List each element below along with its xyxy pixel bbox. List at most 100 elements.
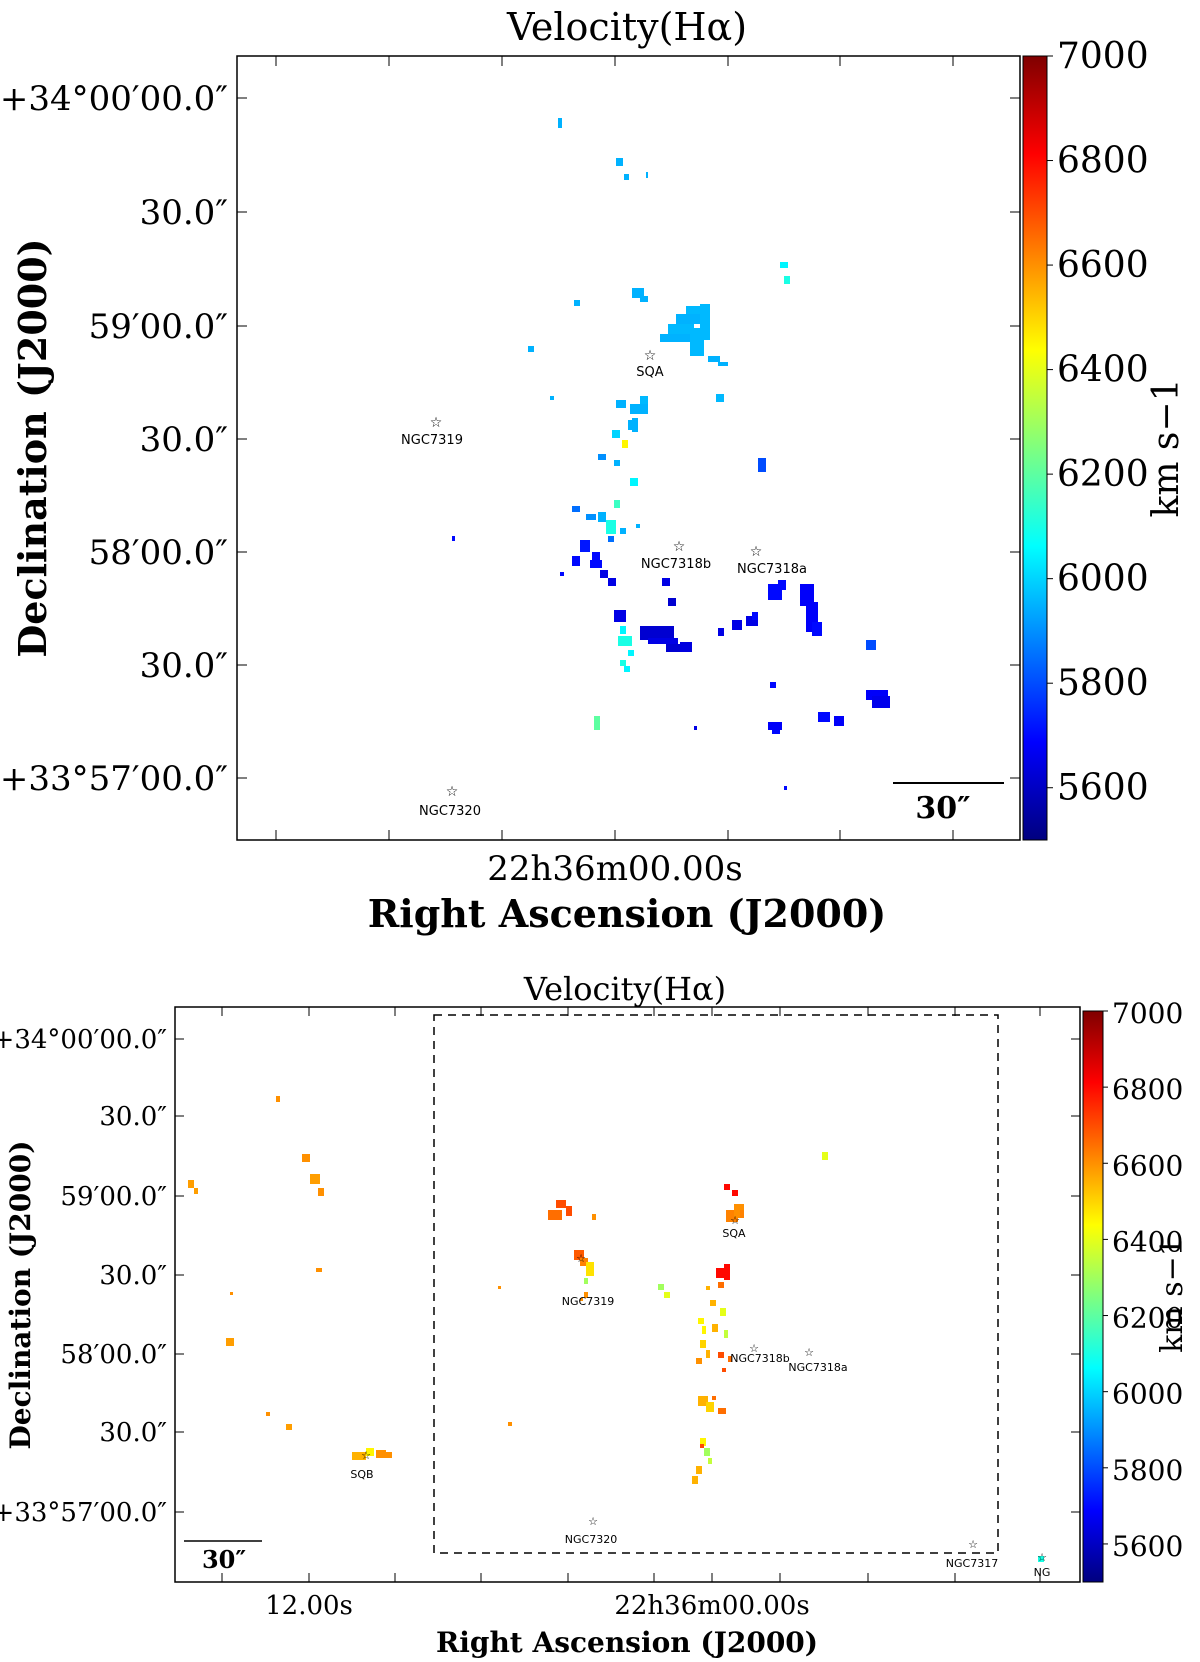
velocity-pixel [624, 666, 630, 672]
velocity-pixel [700, 304, 710, 340]
velocity-pixel [616, 158, 623, 166]
velocity-pixel [560, 572, 564, 576]
velocity-pixel [772, 730, 780, 734]
object-star-icon: ☆ [750, 544, 763, 560]
velocity-pixel [592, 1214, 596, 1220]
velocity-pixel [302, 1154, 310, 1162]
velocity-pixel [628, 650, 634, 656]
panel1-plot-frame [236, 55, 1021, 841]
object-label-sqb: SQB [350, 1468, 373, 1481]
panel1-objects: ☆ SQA ☆ NGC7319 ☆ NGC7318b ☆ NGC7318a ☆ … [401, 348, 807, 819]
velocity-pixel [724, 1184, 730, 1190]
velocity-pixel [752, 612, 758, 620]
velocity-pixel [696, 1466, 702, 1474]
panel1-colorbar: 7000 6800 6600 6400 6200 6000 5800 5600 [1022, 36, 1149, 841]
velocity-pixel [548, 1210, 562, 1220]
velocity-pixel [660, 334, 694, 342]
panel1-ytick-label: 59′00.0″ [89, 307, 228, 347]
panel2-y-axis-label: Declination (J2000) [4, 1141, 37, 1450]
object-star-icon: ☆ [1037, 1551, 1047, 1564]
velocity-pixel [784, 786, 787, 790]
velocity-pixel [646, 172, 648, 178]
panel1-xtick-label: 22h36m00.00s [487, 849, 742, 889]
colorbar-tick-label: 7000 [1112, 997, 1183, 1030]
velocity-pixel [706, 1350, 710, 1358]
velocity-pixel [780, 262, 788, 268]
object-star-icon: ☆ [644, 348, 657, 364]
object-label-ngc7319: NGC7319 [562, 1295, 614, 1308]
velocity-pixel [566, 1206, 572, 1216]
velocity-pixel [608, 578, 616, 586]
panel2-scale-bar-label: 30″ [202, 1545, 246, 1574]
velocity-pixel [640, 296, 648, 302]
colorbar-tick-label: 6800 [1112, 1073, 1183, 1106]
velocity-pixel [718, 1282, 724, 1288]
velocity-pixel [556, 1200, 566, 1208]
panel2-velocity-map: ☆ ☆ ☆ ☆ [188, 1096, 1047, 1564]
panel1-title: Velocity(Hα) [506, 5, 747, 49]
velocity-pixel [614, 610, 626, 622]
object-star-icon: ☆ [430, 415, 443, 431]
colorbar-tick-label: 5800 [1112, 1454, 1183, 1487]
velocity-pixel [612, 430, 620, 438]
velocity-pixel [620, 626, 626, 634]
velocity-pixel [718, 628, 724, 636]
velocity-pixel [616, 400, 626, 408]
velocity-pixel [702, 1326, 706, 1334]
velocity-pixel [594, 716, 600, 730]
velocity-pixel [822, 1152, 828, 1160]
velocity-pixel [724, 1264, 730, 1280]
colorbar-tick-label: 6600 [1057, 245, 1149, 286]
velocity-pixel [690, 328, 704, 356]
panel2-colorbar: 7000 6800 6600 6400 6200 6000 5800 5600 [1082, 997, 1183, 1583]
velocity-pixel [734, 1204, 744, 1218]
velocity-pixel [498, 1286, 501, 1289]
velocity-pixel [710, 1300, 716, 1306]
object-label-ngc7318b: NGC7318b [641, 557, 711, 572]
velocity-pixel [574, 1250, 584, 1260]
velocity-pixel [606, 520, 616, 534]
panel1-velocity-map [452, 118, 890, 790]
panel1-colorbar-label: km s−1 [1146, 379, 1187, 518]
velocity-pixel [580, 1258, 588, 1266]
panel2-ytick-label: 59′00.0″ [60, 1182, 167, 1212]
velocity-pixel [708, 1458, 712, 1464]
velocity-pixel [574, 300, 580, 306]
velocity-pixel [768, 722, 782, 730]
velocity-pixel [632, 418, 638, 432]
colorbar-tick-label: 7000 [1057, 36, 1149, 77]
panel1-x-ticks [275, 56, 954, 840]
object-label-ngc7320: NGC7320 [565, 1533, 617, 1546]
velocity-pixel [694, 726, 697, 730]
velocity-pixel [558, 118, 562, 128]
velocity-pixel [620, 528, 626, 534]
colorbar-gradient [1022, 55, 1048, 841]
velocity-pixel [800, 584, 814, 606]
velocity-pixel [732, 620, 742, 630]
velocity-pixel [550, 396, 554, 400]
panel1-scale-bar-label: 30″ [915, 791, 970, 826]
velocity-pixel [834, 716, 844, 726]
velocity-pixel [758, 458, 766, 472]
velocity-pixel [696, 1358, 702, 1364]
velocity-pixel [658, 1284, 664, 1290]
velocity-pixel [872, 696, 890, 708]
velocity-pixel [668, 598, 676, 606]
velocity-pixel [662, 578, 670, 586]
velocity-pixel [630, 478, 638, 486]
object-label-ng: NG [1034, 1566, 1051, 1579]
panel2-xtick-label: 22h36m00.00s [614, 1591, 809, 1621]
velocity-pixel [666, 644, 686, 652]
panel2-ytick-label: 58′00.0″ [60, 1340, 167, 1370]
panel2-x-axis-label: Right Ascension (J2000) [436, 1626, 818, 1659]
velocity-pixel [866, 690, 888, 700]
velocity-pixel [778, 580, 786, 590]
velocity-pixel [598, 512, 606, 522]
velocity-pixel [698, 1396, 708, 1406]
velocity-pixel [194, 1188, 198, 1194]
velocity-pixel [640, 396, 648, 404]
velocity-pixel [716, 1268, 724, 1278]
velocity-pixel [716, 394, 724, 402]
object-label-ngc7318b: NGC7318b [730, 1352, 789, 1365]
velocity-pixel [632, 288, 644, 298]
